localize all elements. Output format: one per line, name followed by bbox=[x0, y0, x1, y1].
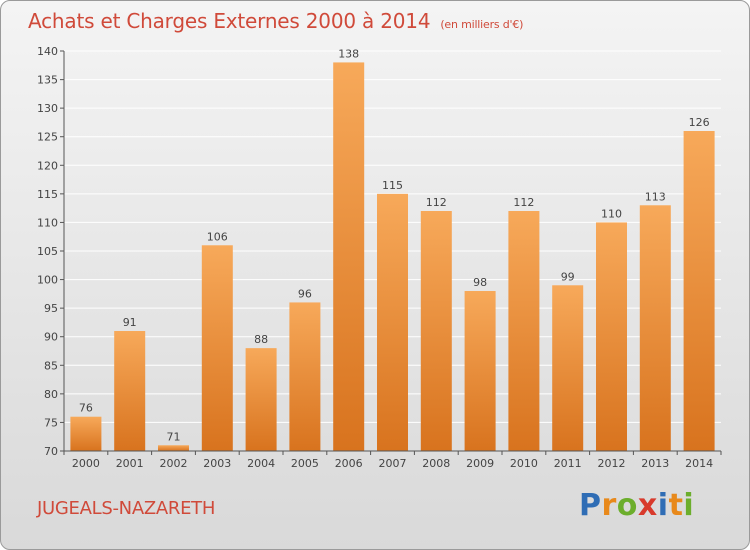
value-labels: 76 91 71 106 88 96 138 115 112 98 112 99 110 113 126 bbox=[79, 47, 710, 443]
bar bbox=[420, 211, 452, 451]
logo-letter: P bbox=[579, 488, 602, 523]
y-tick-label: 120 bbox=[37, 159, 58, 172]
bar-value-label: 71 bbox=[167, 430, 181, 443]
y-tick-label: 130 bbox=[37, 102, 58, 115]
y-tick-label: 115 bbox=[37, 188, 58, 201]
bar-value-label: 91 bbox=[123, 316, 137, 329]
bar-value-label: 98 bbox=[473, 276, 487, 289]
bar-value-label: 126 bbox=[689, 116, 710, 129]
bar bbox=[114, 331, 146, 451]
bar bbox=[508, 211, 540, 451]
x-tick-label: 2003 bbox=[203, 457, 231, 470]
bar-value-label: 110 bbox=[601, 207, 622, 220]
x-tick-label: 2010 bbox=[510, 457, 538, 470]
bar-value-label: 115 bbox=[382, 179, 403, 192]
bar-value-label: 138 bbox=[338, 47, 359, 60]
bar-value-label: 76 bbox=[79, 402, 93, 415]
bar-value-label: 113 bbox=[645, 190, 666, 203]
y-tick-label: 95 bbox=[44, 302, 58, 315]
x-tick-label: 2011 bbox=[554, 457, 582, 470]
proxiti-logo: Proxiti bbox=[579, 488, 694, 523]
logo-letter: t bbox=[668, 488, 684, 523]
logo-letter: i bbox=[657, 488, 669, 523]
logo-letter: o bbox=[616, 488, 638, 523]
bar-value-label: 112 bbox=[426, 196, 447, 209]
axes bbox=[60, 50, 722, 455]
bar-value-label: 99 bbox=[561, 270, 575, 283]
y-tick-label: 140 bbox=[37, 45, 58, 58]
x-tick-label: 2008 bbox=[422, 457, 450, 470]
chart-subtitle: (en milliers d'€) bbox=[440, 18, 524, 31]
bar-value-label: 112 bbox=[513, 196, 534, 209]
x-tick-label: 2002 bbox=[160, 457, 188, 470]
logo-letter: r bbox=[601, 488, 617, 523]
chart-title: Achats et Charges Externes 2000 à 2014 (e… bbox=[28, 9, 523, 33]
x-tick-label: 2006 bbox=[335, 457, 363, 470]
y-tick-label: 75 bbox=[44, 416, 58, 429]
bar bbox=[377, 193, 408, 451]
y-tick-label: 85 bbox=[44, 359, 58, 372]
y-tick-label: 100 bbox=[37, 274, 58, 287]
y-tick-label: 90 bbox=[44, 331, 58, 344]
bar bbox=[201, 245, 233, 451]
x-tick-label: 2007 bbox=[379, 457, 407, 470]
logo-letter: i bbox=[683, 488, 695, 523]
x-tick-label: 2009 bbox=[466, 457, 494, 470]
bars bbox=[70, 62, 715, 452]
bar bbox=[158, 445, 189, 451]
bar bbox=[245, 348, 277, 451]
y-tick-label: 135 bbox=[37, 74, 58, 87]
x-tick-label: 2012 bbox=[598, 457, 626, 470]
bar-value-label: 96 bbox=[298, 287, 312, 300]
logo-letter: x bbox=[637, 488, 658, 523]
y-tick-label: 70 bbox=[44, 445, 58, 458]
bar-value-label: 106 bbox=[207, 230, 228, 243]
y-tick-label: 105 bbox=[37, 245, 58, 258]
bar bbox=[683, 131, 715, 451]
y-tick-label: 125 bbox=[37, 131, 58, 144]
bar-value-label: 88 bbox=[254, 333, 268, 346]
bar bbox=[596, 222, 627, 451]
x-tick-label: 2013 bbox=[641, 457, 669, 470]
bar bbox=[333, 62, 365, 452]
x-tick-label: 2014 bbox=[685, 457, 713, 470]
bar bbox=[70, 416, 102, 451]
bar bbox=[639, 205, 671, 451]
x-tick-label: 2001 bbox=[116, 457, 144, 470]
x-tick-labels: 2000 2001 2002 2003 2004 2005 2006 2007 2008 2009… bbox=[72, 457, 713, 470]
x-tick-label: 2005 bbox=[291, 457, 319, 470]
y-tick-label: 80 bbox=[44, 388, 58, 401]
y-tick-label: 110 bbox=[37, 216, 58, 229]
x-tick-label: 2004 bbox=[247, 457, 275, 470]
bar bbox=[289, 302, 321, 451]
bar bbox=[552, 285, 584, 451]
commune-name: JUGEALS-NAZARETH bbox=[37, 498, 216, 519]
bar bbox=[464, 291, 496, 451]
x-tick-label: 2000 bbox=[72, 457, 100, 470]
y-tick-labels: 70 75 80 85 90 95 100 105 110 115 120 125 130 135 140 bbox=[37, 45, 58, 458]
chart-title-text: Achats et Charges Externes 2000 à 2014 bbox=[28, 9, 431, 33]
